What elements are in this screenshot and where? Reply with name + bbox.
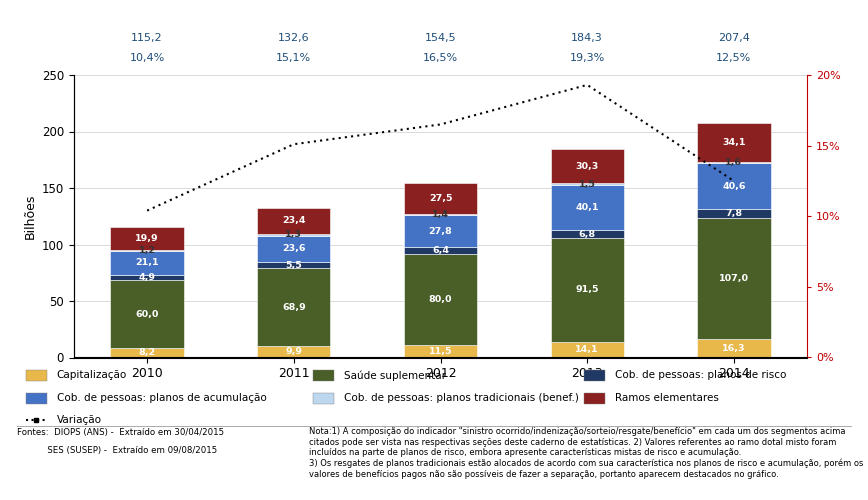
Text: 1,5: 1,5: [579, 180, 595, 189]
Bar: [110, 280, 184, 348]
Text: 1,3: 1,3: [286, 230, 302, 239]
Text: 30,3: 30,3: [575, 162, 599, 171]
Text: 60,0: 60,0: [135, 310, 159, 319]
Bar: [313, 393, 334, 404]
Text: 34,1: 34,1: [722, 138, 746, 147]
Text: 5,5: 5,5: [286, 261, 302, 270]
Text: Saúde suplementar: Saúde suplementar: [344, 370, 446, 380]
Text: Capitalização: Capitalização: [56, 370, 127, 380]
Bar: [550, 184, 624, 185]
Bar: [404, 247, 477, 254]
Text: 16,3: 16,3: [722, 344, 746, 353]
Text: 132,6: 132,6: [278, 32, 310, 42]
Bar: [257, 208, 331, 234]
Text: 184,3: 184,3: [571, 32, 603, 42]
Bar: [313, 370, 334, 380]
Text: Ramos elementares: Ramos elementares: [615, 394, 719, 404]
Text: Cob. de pessoas: planos de acumulação: Cob. de pessoas: planos de acumulação: [56, 394, 266, 404]
Bar: [404, 216, 477, 247]
Text: 4,9: 4,9: [139, 273, 155, 282]
Bar: [697, 339, 771, 357]
Text: 12,5%: 12,5%: [716, 52, 752, 62]
Bar: [257, 234, 331, 235]
Bar: [584, 370, 605, 380]
Text: 91,5: 91,5: [575, 286, 599, 294]
Bar: [697, 162, 771, 164]
Text: 9,9: 9,9: [286, 348, 302, 356]
Bar: [404, 183, 477, 214]
Bar: [110, 250, 184, 251]
Text: 1,6: 1,6: [726, 158, 742, 167]
Text: 15,1%: 15,1%: [276, 52, 312, 62]
Text: SES (SUSEP) -  Extraído em 09/08/2015: SES (SUSEP) - Extraído em 09/08/2015: [17, 446, 218, 456]
Text: 154,5: 154,5: [424, 32, 457, 42]
Bar: [110, 348, 184, 358]
Bar: [26, 393, 47, 404]
Text: 8,2: 8,2: [139, 348, 155, 358]
Text: 16,5%: 16,5%: [423, 52, 458, 62]
Text: 80,0: 80,0: [429, 295, 452, 304]
Bar: [584, 393, 605, 404]
Bar: [404, 214, 477, 216]
Text: Variação: Variação: [56, 414, 102, 424]
Bar: [257, 268, 331, 346]
Text: 40,1: 40,1: [575, 204, 599, 212]
Text: 68,9: 68,9: [282, 303, 306, 312]
Text: 23,4: 23,4: [282, 216, 306, 226]
Text: Cob. de pessoas: planos de risco: Cob. de pessoas: planos de risco: [615, 370, 786, 380]
Text: 7,8: 7,8: [726, 210, 742, 218]
Bar: [550, 342, 624, 357]
Bar: [550, 230, 624, 238]
Bar: [257, 346, 331, 358]
Text: Fontes:  DIOPS (ANS) -  Extraído em 30/04/2015: Fontes: DIOPS (ANS) - Extraído em 30/04/…: [17, 428, 225, 436]
Text: 107,0: 107,0: [719, 274, 749, 283]
Bar: [110, 251, 184, 275]
Text: 27,8: 27,8: [429, 226, 452, 235]
Text: Nota:1) A composição do indicador "sinistro ocorrido/indenização/sorteio/resgate: Nota:1) A composição do indicador "sinis…: [309, 428, 864, 478]
Text: 6,4: 6,4: [432, 246, 449, 255]
Bar: [550, 149, 624, 184]
Bar: [697, 164, 771, 210]
Y-axis label: Bilhões: Bilhões: [23, 194, 36, 239]
Text: 14,1: 14,1: [575, 345, 599, 354]
Bar: [697, 210, 771, 218]
Text: 10,4%: 10,4%: [129, 52, 165, 62]
Text: 19,3%: 19,3%: [569, 52, 605, 62]
Bar: [257, 262, 331, 268]
Bar: [110, 227, 184, 250]
Text: 115,2: 115,2: [131, 32, 163, 42]
Text: 40,6: 40,6: [722, 182, 746, 191]
Bar: [257, 236, 331, 262]
Bar: [697, 123, 771, 162]
Bar: [550, 185, 624, 230]
Text: Cob. de pessoas: planos tradicionais (benef.): Cob. de pessoas: planos tradicionais (be…: [344, 394, 579, 404]
Text: 21,1: 21,1: [135, 258, 159, 268]
Text: 6,8: 6,8: [579, 230, 595, 239]
Text: 11,5: 11,5: [429, 346, 452, 356]
Bar: [404, 254, 477, 344]
Bar: [404, 344, 477, 358]
Text: 19,9: 19,9: [135, 234, 159, 243]
Bar: [26, 370, 47, 380]
Bar: [110, 275, 184, 280]
Bar: [550, 238, 624, 342]
Text: 1,2: 1,2: [139, 246, 155, 255]
Text: 23,6: 23,6: [282, 244, 306, 254]
Text: 1,4: 1,4: [432, 210, 449, 219]
Text: 207,4: 207,4: [718, 32, 750, 42]
Bar: [697, 218, 771, 339]
Text: 27,5: 27,5: [429, 194, 452, 203]
